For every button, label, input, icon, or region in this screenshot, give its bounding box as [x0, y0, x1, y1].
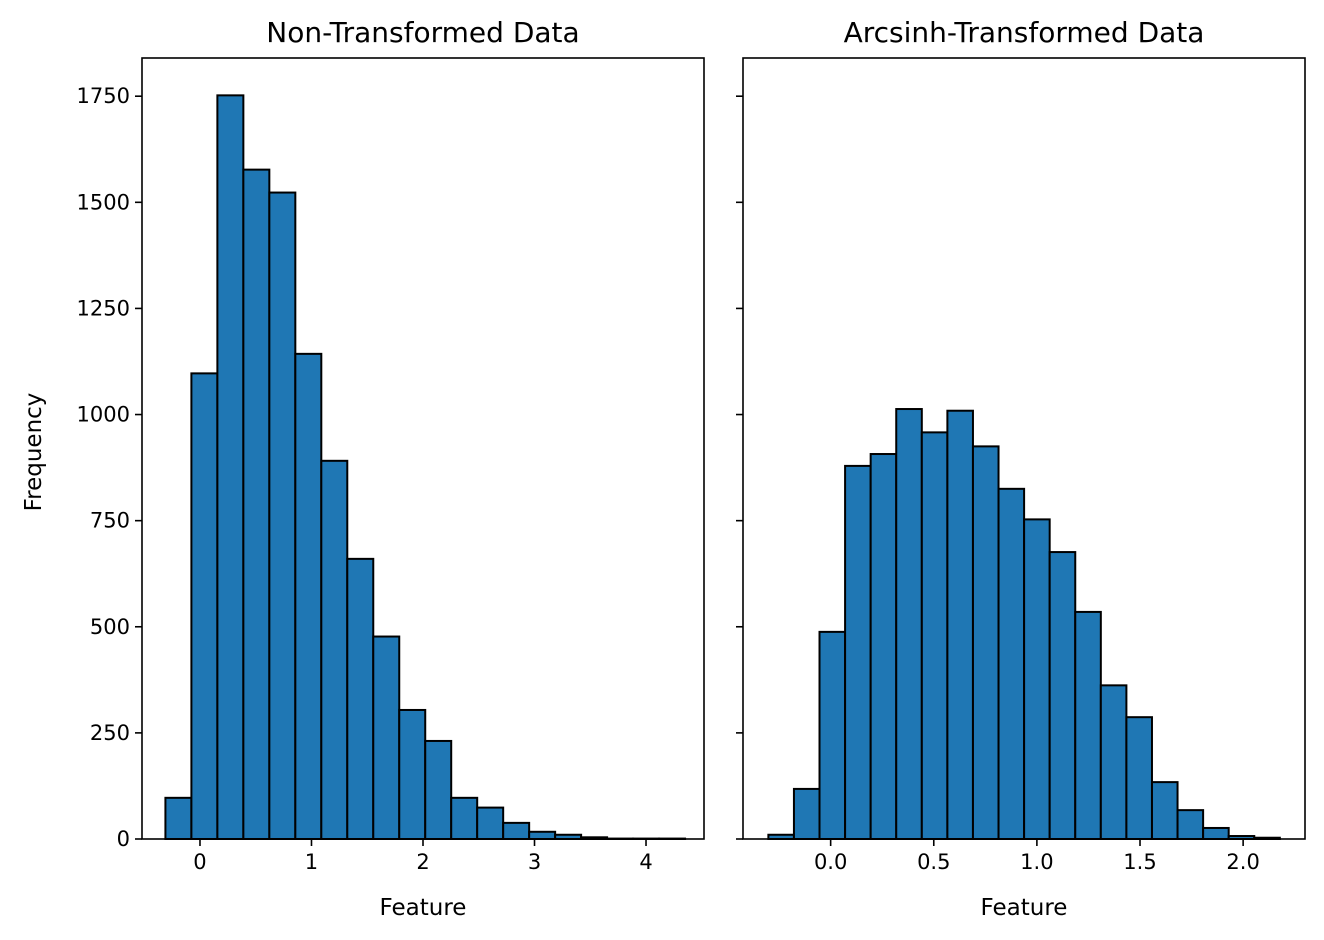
histogram-bar: [1150, 781, 1179, 840]
histogram-bar: [502, 821, 531, 841]
histogram-bar: [1074, 610, 1102, 841]
histogram-bar: [372, 635, 401, 840]
histogram-bar: [997, 487, 1026, 840]
x-tick-label: 0.5: [917, 850, 950, 874]
y-tick-label: 1250: [77, 296, 130, 320]
histogram-bar: [190, 372, 219, 840]
y-tick-label: 500: [90, 615, 130, 639]
histogram-bar: [844, 464, 872, 840]
y-tick-label: 1750: [77, 84, 130, 108]
non-transformed-panel: Non-Transformed Data 0 1 2 3 4 0 250 500 750 100…: [21, 16, 705, 921]
chart-title: Arcsinh-Transformed Data: [844, 16, 1205, 49]
histogram-bar: [528, 830, 557, 841]
histogram-bar: [1099, 684, 1128, 840]
histogram-bar: [164, 796, 193, 840]
x-tick-label: 0: [193, 850, 206, 874]
histogram-bar: [242, 168, 271, 840]
x-ticks: 0.0 0.5 1.0 1.5 2.0: [814, 839, 1260, 874]
histogram-bar: [398, 708, 427, 840]
y-ticks: [736, 95, 743, 840]
histogram-bar: [971, 445, 1000, 840]
x-tick-label: 3: [528, 850, 541, 874]
y-tick-label: 750: [90, 509, 130, 533]
arcsinh-transformed-panel: Arcsinh-Transformed Data 0.0 0.5 1.0 1.5 2.0…: [736, 16, 1306, 921]
x-ticks: 0 1 2 3 4: [193, 839, 653, 874]
histogram-bar: [346, 557, 375, 840]
y-axis-label: Frequency: [21, 393, 47, 512]
histogram-bar: [294, 352, 323, 840]
histogram-bar: [946, 409, 974, 840]
bars-group: [164, 94, 687, 841]
histogram-bar: [792, 787, 821, 840]
histogram-bar: [320, 459, 349, 840]
x-tick-label: 1.5: [1123, 850, 1156, 874]
x-axis-label: Feature: [981, 895, 1068, 921]
x-tick-label: 0.0: [814, 850, 847, 874]
x-tick-label: 2: [416, 850, 429, 874]
histogram-bar: [895, 408, 923, 840]
histogram-bar: [450, 796, 479, 840]
y-tick-label: 0: [117, 827, 130, 851]
histogram-bar: [1023, 518, 1051, 840]
histogram-bar: [216, 94, 245, 840]
y-tick-label: 1500: [77, 190, 130, 214]
x-tick-label: 1.0: [1020, 850, 1053, 874]
histogram-bar: [1125, 716, 1153, 840]
x-axis-label: Feature: [380, 895, 467, 921]
x-tick-label: 1: [305, 850, 318, 874]
x-tick-label: 4: [639, 850, 652, 874]
histogram-bar: [268, 191, 297, 840]
histogram-bar: [818, 630, 847, 841]
y-ticks: 0 250 500 750 1000 1250 1500 1750: [77, 84, 142, 851]
histogram-bar: [1176, 809, 1205, 841]
chart-title: Non-Transformed Data: [266, 16, 579, 49]
histogram-bar: [476, 806, 505, 840]
y-tick-label: 1000: [77, 403, 130, 427]
histogram-bar: [1202, 826, 1230, 840]
histogram-bar: [869, 453, 898, 840]
histogram-bar: [424, 739, 453, 841]
y-tick-label: 250: [90, 721, 130, 745]
histogram-bar: [1048, 551, 1077, 840]
x-tick-label: 2.0: [1226, 850, 1259, 874]
histogram-bar: [920, 431, 949, 840]
plot-frame: [742, 57, 1306, 840]
